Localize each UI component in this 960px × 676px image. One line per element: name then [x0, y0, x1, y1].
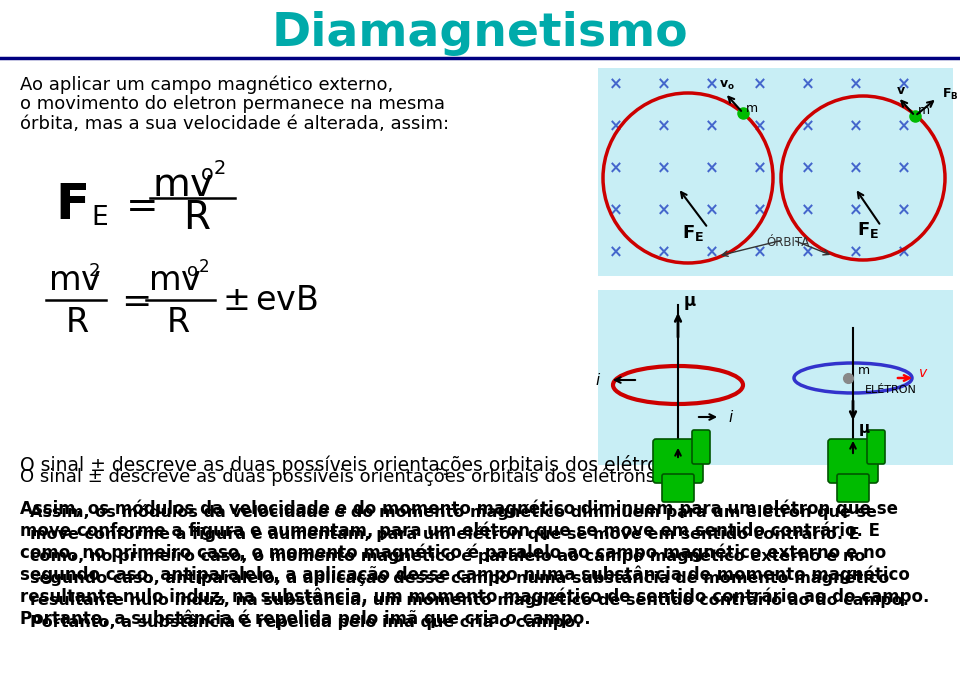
- FancyBboxPatch shape: [653, 439, 703, 483]
- Text: m: m: [918, 105, 930, 118]
- Text: ×: ×: [753, 75, 767, 93]
- Text: $\mathbf{v_o}$: $\mathbf{v_o}$: [719, 78, 735, 91]
- Text: como, no primeiro caso, o momento magnético é paralelo ao campo magnético extern: como, no primeiro caso, o momento magnét…: [20, 544, 886, 562]
- Text: O sinal ± descreve as duas possíveis orientações orbitais dos elétrons.: O sinal ± descreve as duas possíveis ori…: [20, 468, 661, 487]
- Text: $\mathrm{2}$: $\mathrm{2}$: [213, 158, 226, 178]
- Text: ×: ×: [609, 201, 623, 219]
- Text: ×: ×: [801, 117, 815, 135]
- Text: resultante nulo induz, na substância, um momento magnético de sentido contrário : resultante nulo induz, na substância, um…: [20, 588, 929, 606]
- Text: ×: ×: [657, 159, 671, 177]
- Text: $\mathbf{F_B}$: $\mathbf{F_B}$: [942, 87, 959, 101]
- Text: ×: ×: [753, 159, 767, 177]
- Text: $\mathbf{v}$: $\mathbf{v}$: [896, 84, 906, 97]
- Text: $\mathrm{R}$: $\mathrm{R}$: [183, 199, 211, 237]
- FancyBboxPatch shape: [867, 430, 885, 464]
- Text: Ao aplicar um campo magnético externo,: Ao aplicar um campo magnético externo,: [20, 75, 394, 93]
- Text: o movimento do eletron permanece na mesma: o movimento do eletron permanece na mesm…: [20, 95, 445, 113]
- FancyBboxPatch shape: [828, 439, 878, 483]
- Text: $\mathrm{R}$: $\mathrm{R}$: [166, 306, 190, 339]
- Text: Assim, os módulos da velocidade e do momento magnético diminuem para um elétron : Assim, os módulos da velocidade e do mom…: [20, 500, 898, 518]
- Text: $=$: $=$: [118, 186, 156, 224]
- Text: ×: ×: [705, 159, 719, 177]
- Text: ×: ×: [801, 243, 815, 261]
- Text: $\mathrm{o}$: $\mathrm{o}$: [200, 164, 214, 184]
- Text: $\mathbf{F}$: $\mathbf{F}$: [55, 181, 87, 229]
- Text: $v$: $v$: [918, 366, 928, 380]
- Text: ×: ×: [849, 201, 863, 219]
- Text: ×: ×: [753, 201, 767, 219]
- Text: $\mathrm{mv}$: $\mathrm{mv}$: [152, 166, 214, 204]
- Text: ×: ×: [849, 75, 863, 93]
- Text: $\mathbf{F_E}$: $\mathbf{F_E}$: [857, 220, 879, 240]
- Text: ×: ×: [849, 159, 863, 177]
- Text: ×: ×: [705, 75, 719, 93]
- FancyBboxPatch shape: [662, 474, 694, 502]
- Text: $\mathbf{\mu}$: $\mathbf{\mu}$: [683, 294, 697, 312]
- Text: como, no primeiro caso, o momento magnético é paralelo ao campo magnético extern: como, no primeiro caso, o momento magnét…: [30, 548, 865, 564]
- Text: $\mathrm{E}$: $\mathrm{E}$: [91, 205, 108, 231]
- Text: ×: ×: [753, 243, 767, 261]
- Text: Diamagnetismo: Diamagnetismo: [272, 11, 688, 57]
- Text: $\mathbf{\mu}$: $\mathbf{\mu}$: [858, 422, 871, 438]
- Text: ×: ×: [657, 243, 671, 261]
- Text: $\mathbf{F_E}$: $\mathbf{F_E}$: [682, 223, 704, 243]
- Text: ×: ×: [705, 201, 719, 219]
- Text: ×: ×: [609, 75, 623, 93]
- Text: ×: ×: [609, 159, 623, 177]
- Text: ×: ×: [897, 201, 911, 219]
- Text: ×: ×: [657, 201, 671, 219]
- FancyBboxPatch shape: [598, 290, 953, 465]
- Text: $=$: $=$: [114, 283, 150, 317]
- FancyBboxPatch shape: [837, 474, 869, 502]
- Text: $\mathrm{mv}$: $\mathrm{mv}$: [48, 264, 101, 297]
- Text: Portanto, a substância é repelida pelo imã que cria o campo.: Portanto, a substância é repelida pelo i…: [20, 610, 590, 629]
- Text: ×: ×: [849, 243, 863, 261]
- Text: ×: ×: [897, 243, 911, 261]
- Text: segundo caso, antiparalelo, a aplicação desse campo numa substância de momento m: segundo caso, antiparalelo, a aplicação …: [30, 570, 889, 586]
- Text: ×: ×: [657, 75, 671, 93]
- Text: $\mathrm{o}$: $\mathrm{o}$: [186, 262, 198, 280]
- Text: $\mathrm{R}$: $\mathrm{R}$: [65, 306, 89, 339]
- Text: move conforme a figura e aumentam, para um elétron que se move em sentido contrá: move conforme a figura e aumentam, para …: [20, 522, 880, 541]
- Text: move conforme a figura e aumentam, para um elétron que se move em sentido contrá: move conforme a figura e aumentam, para …: [30, 526, 859, 542]
- Text: resultante nulo induz, na substância, um momento magnético de sentido contrário : resultante nulo induz, na substância, um…: [30, 592, 909, 608]
- Text: ×: ×: [609, 117, 623, 135]
- Text: ×: ×: [609, 243, 623, 261]
- Text: O sinal ± descreve as duas possíveis orientações orbitais dos elétrons.: O sinal ± descreve as duas possíveis ori…: [20, 455, 686, 475]
- Text: $\mathrm{2}$: $\mathrm{2}$: [88, 262, 100, 280]
- Text: ×: ×: [897, 117, 911, 135]
- Text: Assim, os módulos da velocidade e do momento magnético diminuem para um elétron : Assim, os módulos da velocidade e do mom…: [30, 504, 876, 520]
- Text: ×: ×: [897, 159, 911, 177]
- Text: ×: ×: [801, 201, 815, 219]
- Text: m: m: [746, 101, 758, 114]
- Text: $i$: $i$: [595, 372, 601, 388]
- Text: ×: ×: [897, 75, 911, 93]
- Text: m: m: [858, 364, 870, 377]
- Text: ×: ×: [753, 117, 767, 135]
- Text: Portanto, a substância é repelida pelo imã que cria o campo.: Portanto, a substância é repelida pelo i…: [30, 614, 582, 630]
- Text: $i$: $i$: [728, 409, 734, 425]
- FancyBboxPatch shape: [692, 430, 710, 464]
- Text: $\mathrm{2}$: $\mathrm{2}$: [198, 258, 209, 276]
- Text: ×: ×: [705, 117, 719, 135]
- Text: ×: ×: [705, 243, 719, 261]
- FancyBboxPatch shape: [598, 68, 953, 276]
- Text: órbita, mas a sua velocidade é alterada, assim:: órbita, mas a sua velocidade é alterada,…: [20, 115, 449, 133]
- Text: $\mathrm{mv}$: $\mathrm{mv}$: [148, 264, 202, 297]
- Text: ×: ×: [657, 117, 671, 135]
- Text: ÓRBITA: ÓRBITA: [766, 237, 809, 249]
- Text: ×: ×: [801, 75, 815, 93]
- Text: ×: ×: [801, 159, 815, 177]
- Text: $\pm\,\mathrm{evB}$: $\pm\,\mathrm{evB}$: [222, 283, 318, 316]
- Text: ELÉTRON: ELÉTRON: [865, 385, 917, 395]
- Text: ×: ×: [849, 117, 863, 135]
- Text: segundo caso, antiparalelo, a aplicação desse campo numa substância de momento m: segundo caso, antiparalelo, a aplicação …: [20, 566, 910, 585]
